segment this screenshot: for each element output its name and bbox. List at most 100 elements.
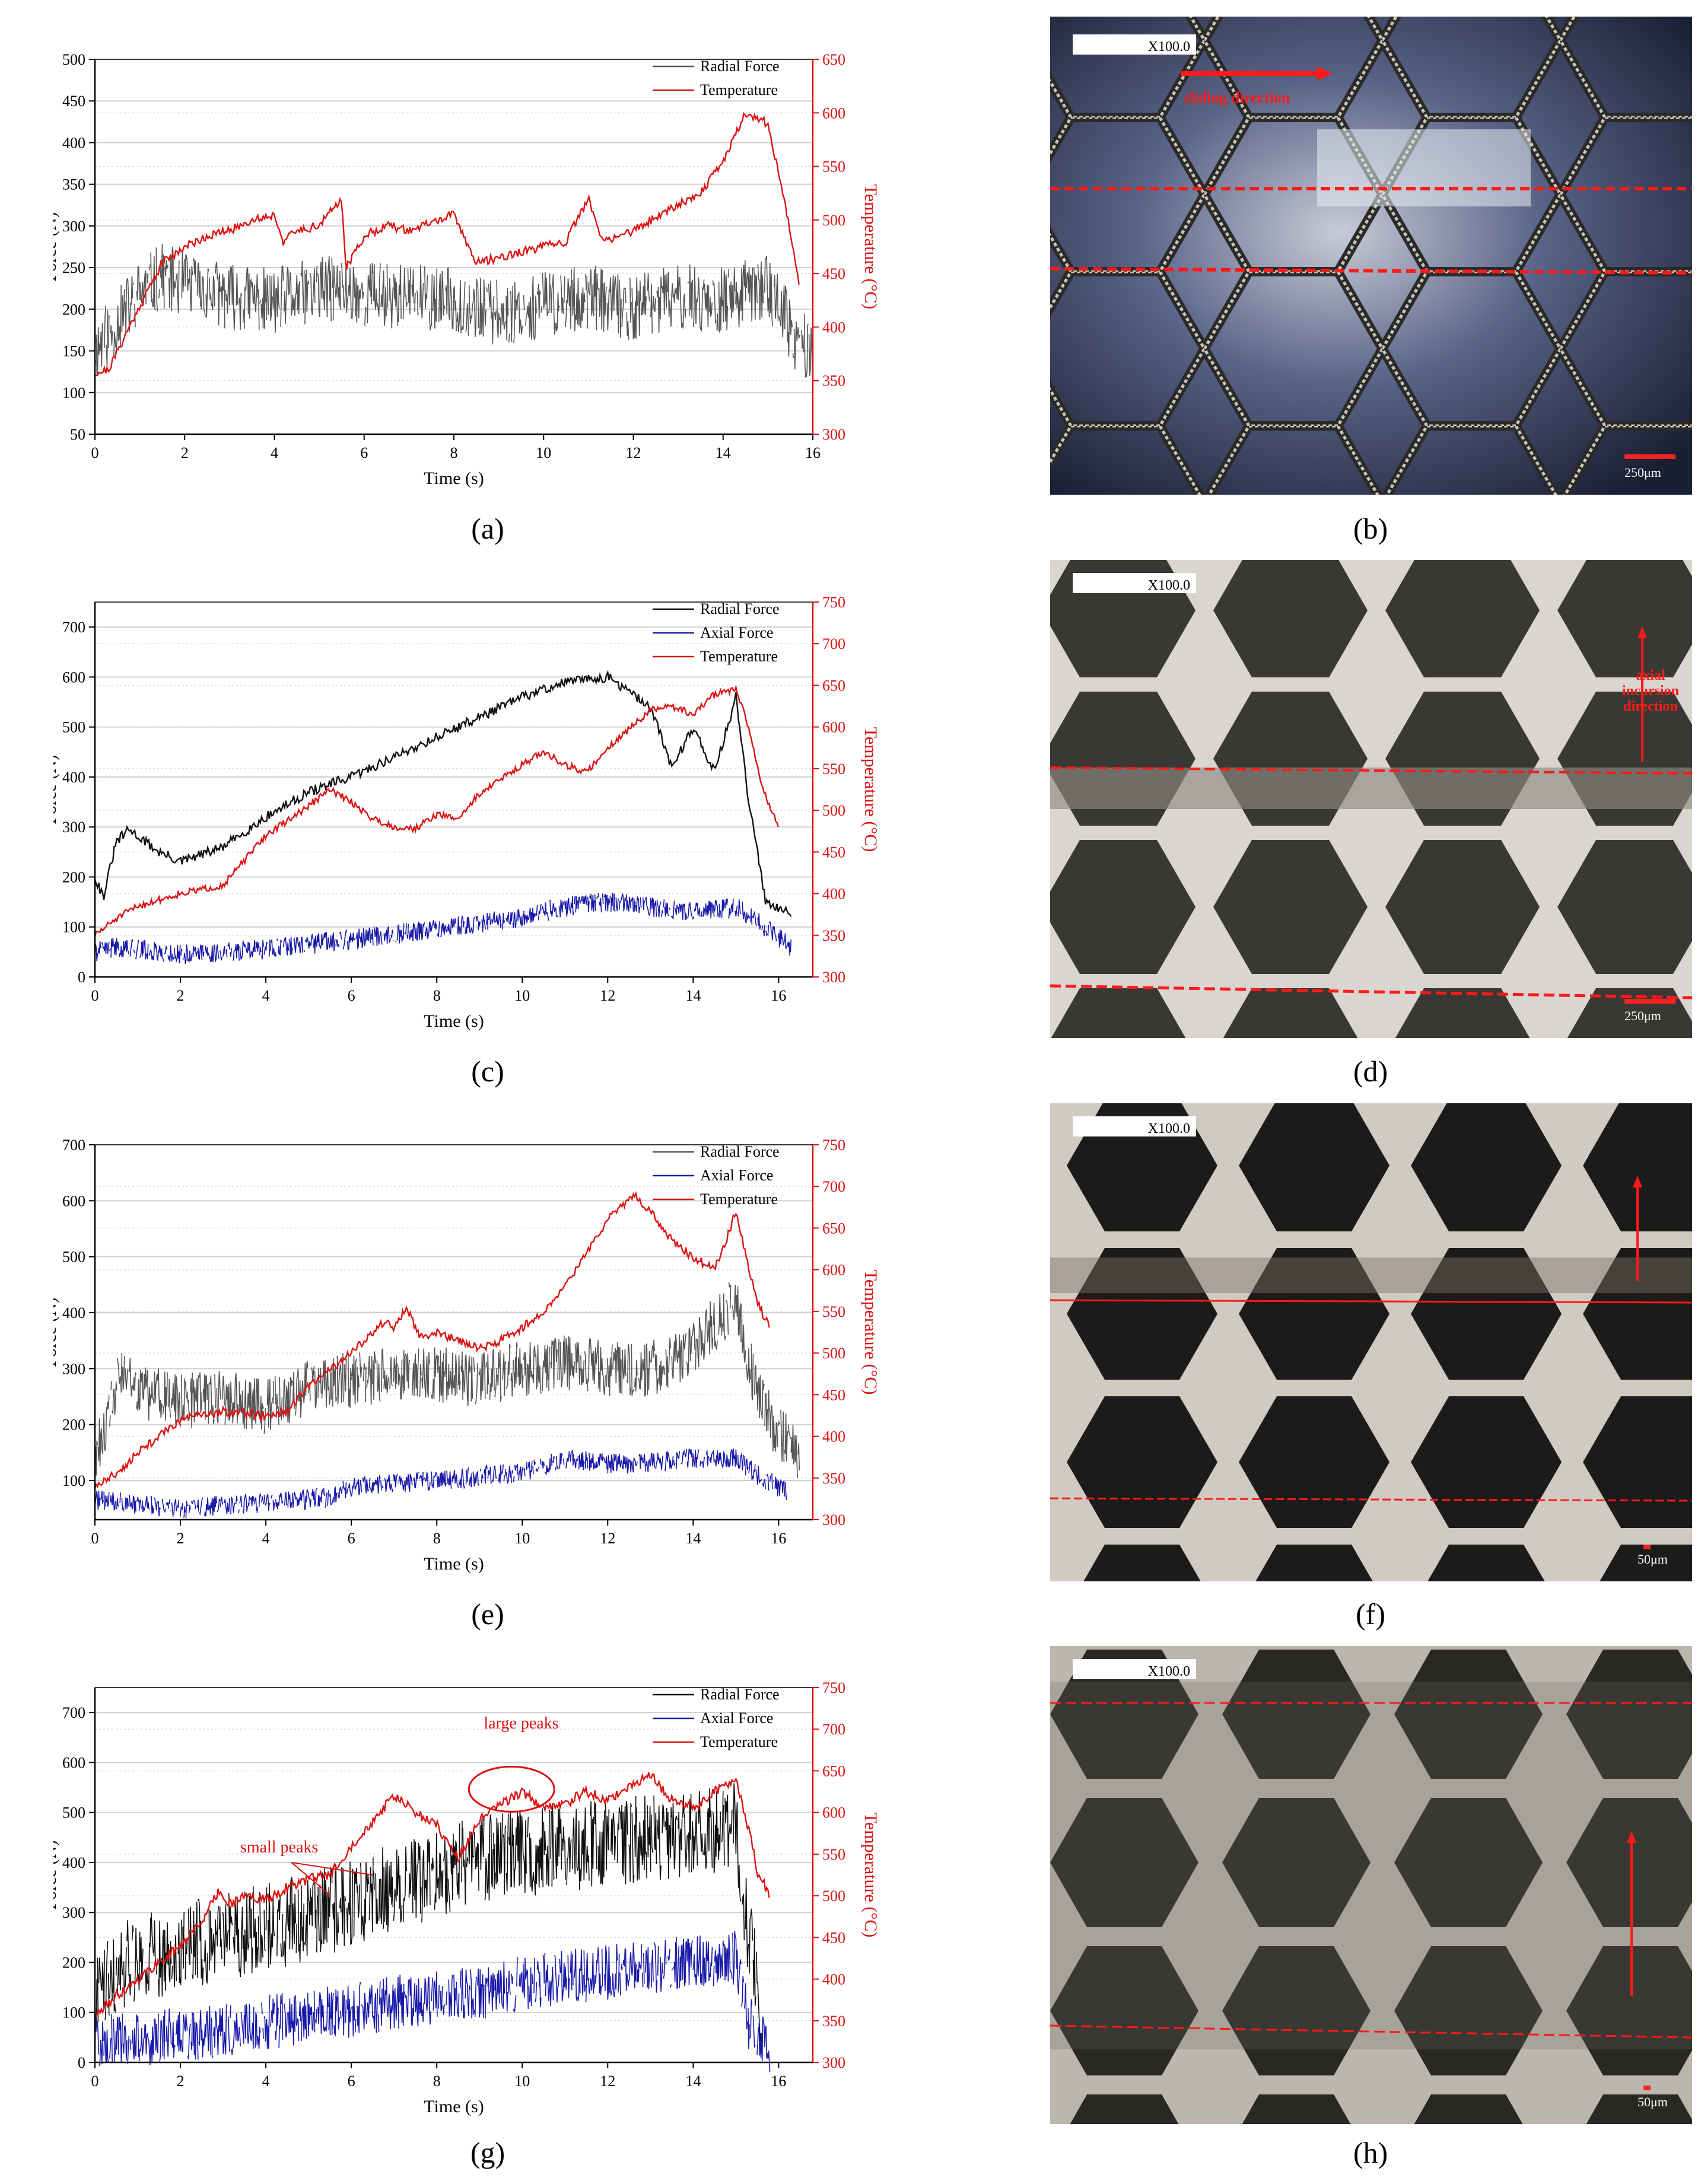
y-tick-label-4: 500 xyxy=(62,1249,85,1266)
x-tick-label-6: 12 xyxy=(600,987,615,1004)
x-tick-label-2: 4 xyxy=(262,2072,270,2090)
y-axis-label: Force (N) xyxy=(53,1840,60,1909)
y-tick-label-2: 200 xyxy=(62,868,85,886)
y-axis-label: Force (N) xyxy=(53,212,60,281)
annotation-ellipse xyxy=(468,1765,555,1813)
panel-label-d: (d) xyxy=(1353,1055,1388,1088)
legend-label-0: Radial Force xyxy=(700,1686,780,1703)
x-tick-label-8: 16 xyxy=(771,2072,786,2090)
boundary-line-lower xyxy=(1050,1497,1692,1502)
magnification-box xyxy=(1073,1659,1196,1679)
y2-tick-label-4: 500 xyxy=(822,1887,845,1905)
magnification-box xyxy=(1073,34,1196,55)
x-tick-label-4: 8 xyxy=(433,2072,441,2090)
legend-label-0: Radial Force xyxy=(700,58,780,75)
scale-label: 50μm xyxy=(1638,1552,1668,1567)
y-tick-label-5: 500 xyxy=(62,719,85,736)
y2-axis-label: Temperature (°C) xyxy=(861,1270,880,1395)
annotation-arrow-1 xyxy=(291,1862,330,1896)
series-temperature xyxy=(94,1772,770,2020)
y2-tick-label-9: 750 xyxy=(822,594,845,611)
y2-tick-label-7: 650 xyxy=(822,51,845,68)
y2-tick-label-8: 700 xyxy=(822,1178,845,1195)
y-tick-label-1: 100 xyxy=(62,384,85,402)
micrograph-b: X100.0 sliding direction 250μm xyxy=(1050,17,1692,495)
y2-tick-label-7: 650 xyxy=(822,1220,845,1237)
scale-label: 250μm xyxy=(1624,1008,1661,1023)
scale-label: 50μm xyxy=(1638,2094,1668,2109)
y-tick-label-1: 100 xyxy=(62,919,85,936)
y-axis-label: Force (N) xyxy=(53,1297,60,1367)
x-tick-label-0: 0 xyxy=(91,987,99,1004)
y-axis-label: Force (N) xyxy=(53,754,60,824)
y-tick-label-3: 400 xyxy=(62,1304,85,1322)
y2-tick-label-5: 550 xyxy=(822,158,845,176)
chart-g: 0 2 4 6 8 10 12 14 16 0 100 200 300 400 500 600 700 300 35… xyxy=(53,1679,880,2116)
honeycomb-pattern-b xyxy=(1050,17,1692,495)
y-tick-label-6: 700 xyxy=(62,1136,85,1154)
y2-tick-label-6: 600 xyxy=(822,1262,845,1279)
x-tick-label-1: 2 xyxy=(177,987,185,1004)
y-tick-label-0: 100 xyxy=(62,1472,85,1489)
honeycomb-pattern-h xyxy=(1050,1646,1692,2124)
legend-label-1: Axial Force xyxy=(700,1709,773,1727)
y-tick-label-3: 200 xyxy=(62,301,85,318)
legend-label-1: Axial Force xyxy=(700,1167,773,1184)
y2-tick-label-0: 300 xyxy=(822,2054,845,2071)
y2-tick-label-3: 450 xyxy=(822,1929,845,1946)
x-tick-label-0: 0 xyxy=(91,444,99,461)
x-tick-label-3: 6 xyxy=(348,2072,355,2090)
y-tick-label-3: 300 xyxy=(62,819,85,836)
annotation-small-peaks: small peaks xyxy=(240,1838,318,1857)
sliding-arrow-head xyxy=(1317,66,1333,81)
y-tick-label-7: 700 xyxy=(62,619,85,636)
y-tick-label-4: 400 xyxy=(62,769,85,786)
y2-tick-label-4: 500 xyxy=(822,802,845,819)
panel-label-c: (c) xyxy=(471,1055,504,1088)
x-tick-label-5: 10 xyxy=(536,444,551,461)
panel-label-a: (a) xyxy=(471,512,504,545)
micrograph-d: X100.0 axial incursion direction 250μm xyxy=(1050,560,1692,1038)
x-tick-label-8: 16 xyxy=(771,1530,786,1547)
y-tick-label-2: 150 xyxy=(62,343,85,360)
series-temperature xyxy=(94,1191,770,1489)
panel-label-h: (h) xyxy=(1353,2136,1388,2169)
worn-band-d xyxy=(1050,768,1692,809)
legend-label-0: Radial Force xyxy=(700,600,780,617)
series-radial-force xyxy=(94,670,792,917)
y-tick-label-2: 300 xyxy=(62,1360,85,1377)
x-tick-label-7: 14 xyxy=(685,987,701,1004)
chart-c: 0 2 4 6 8 10 12 14 16 0 100 200 300 400 500 600 700 300 35… xyxy=(53,594,880,1031)
y-tick-label-9: 500 xyxy=(62,51,85,68)
chart-a: 0 2 4 6 8 10 12 14 16 50 100 150 200 250 300 350 400 450 5… xyxy=(53,51,880,488)
sliding-direction-label: sliding direction xyxy=(1184,89,1290,106)
y-tick-label-0: 50 xyxy=(70,426,85,443)
y2-tick-label-2: 400 xyxy=(822,1971,845,1988)
magnification-label: X100.0 xyxy=(1148,1121,1190,1136)
y2-tick-label-2: 400 xyxy=(822,886,845,903)
series-axial-force xyxy=(94,1448,787,1518)
magnification-label: X100.0 xyxy=(1148,578,1190,593)
y-tick-label-2: 200 xyxy=(62,1954,85,1971)
magnification-label: X100.0 xyxy=(1148,39,1190,55)
y2-tick-label-2: 400 xyxy=(822,1428,845,1446)
y2-axis-label: Temperature (°C) xyxy=(861,184,880,310)
legend-label-2: Temperature xyxy=(700,648,778,665)
y2-tick-label-0: 300 xyxy=(822,1511,845,1529)
axial-label-2: incursion xyxy=(1622,683,1679,699)
boundary-line-upper xyxy=(1050,1299,1692,1304)
y2-tick-label-5: 550 xyxy=(822,1303,845,1320)
y-tick-label-4: 400 xyxy=(62,1854,85,1871)
axial-arrow-head xyxy=(1627,1831,1636,1843)
y2-axis-label: Temperature (°C) xyxy=(861,727,880,852)
panel-label-e: (e) xyxy=(471,1597,504,1631)
axial-arrow-head xyxy=(1638,626,1647,638)
y2-tick-label-6: 600 xyxy=(822,719,845,736)
y-tick-label-6: 350 xyxy=(62,176,85,193)
y-tick-label-3: 300 xyxy=(62,1904,85,1921)
x-tick-label-5: 10 xyxy=(514,987,530,1004)
y2-tick-label-7: 650 xyxy=(822,677,845,694)
y2-axis-label: Temperature (°C) xyxy=(861,1813,880,1938)
x-tick-label-3: 6 xyxy=(360,444,368,461)
y2-tick-label-1: 350 xyxy=(822,2013,845,2030)
